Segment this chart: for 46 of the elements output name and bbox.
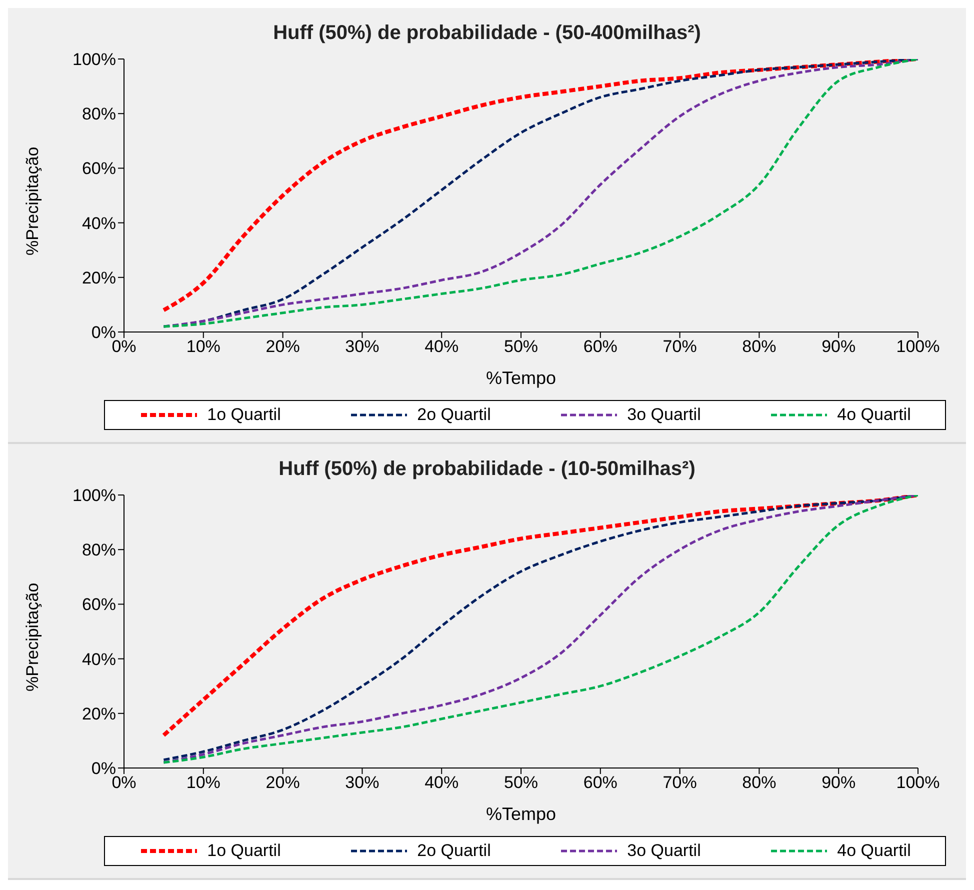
legend-label: 1o Quartil (206, 405, 281, 425)
y-tick-label: 60% (82, 159, 116, 178)
x-tick-label: 10% (186, 773, 220, 792)
x-tick-label: 50% (504, 337, 538, 356)
chart-title: Huff (50%) de probabilidade - (50-400milhas²) (272, 22, 702, 45)
x-tick-label: 90% (822, 773, 856, 792)
y-tick-label: 40% (82, 214, 116, 233)
y-tick-label: 80% (82, 104, 116, 124)
x-tick-label: 60% (583, 773, 618, 792)
x-tick-label: 10% (186, 337, 220, 356)
y-tick-label: 20% (82, 268, 116, 288)
y-axis-title: %Precipitação (23, 582, 42, 692)
x-tick-label: 0% (112, 773, 136, 792)
x-tick-label: 20% (266, 337, 300, 356)
legend-label: 1o Quartil (206, 841, 281, 861)
x-tick-label: 100% (896, 773, 940, 792)
x-tick-label: 70% (662, 337, 697, 356)
y-tick-label: 60% (82, 595, 116, 614)
x-tick-label: 80% (742, 773, 776, 792)
x-tick-label: 40% (424, 337, 459, 356)
x-tick-label: 90% (822, 337, 856, 356)
y-tick-label: 100% (72, 486, 116, 506)
legend-label: 4o Quartil (836, 841, 911, 861)
x-tick-label: 80% (742, 337, 776, 356)
y-axis-title: %Precipitação (23, 146, 42, 256)
chart-title: Huff (50%) de probabilidade - (10-50milhas²) (278, 458, 696, 481)
x-axis-title: %Tempo (486, 804, 556, 824)
x-tick-label: 20% (266, 773, 300, 792)
x-tick-label: 0% (112, 337, 136, 356)
x-tick-label: 60% (583, 337, 618, 356)
y-tick-label: 20% (82, 704, 116, 724)
y-tick-label: 80% (82, 540, 116, 560)
legend-label: 2o Quartil (416, 405, 491, 425)
legend-label: 2o Quartil (416, 841, 491, 861)
x-tick-label: 50% (504, 773, 538, 792)
y-tick-label: 40% (82, 650, 116, 669)
legend-label: 3o Quartil (626, 841, 701, 861)
x-tick-label: 70% (662, 773, 697, 792)
x-tick-label: 100% (896, 337, 940, 356)
legend-label: 3o Quartil (626, 405, 701, 425)
x-axis-title: %Tempo (486, 368, 556, 388)
x-tick-label: 40% (424, 773, 459, 792)
legend-label: 4o Quartil (836, 405, 911, 425)
x-tick-label: 30% (345, 337, 380, 356)
x-tick-label: 30% (345, 773, 380, 792)
y-tick-label: 100% (72, 50, 116, 70)
